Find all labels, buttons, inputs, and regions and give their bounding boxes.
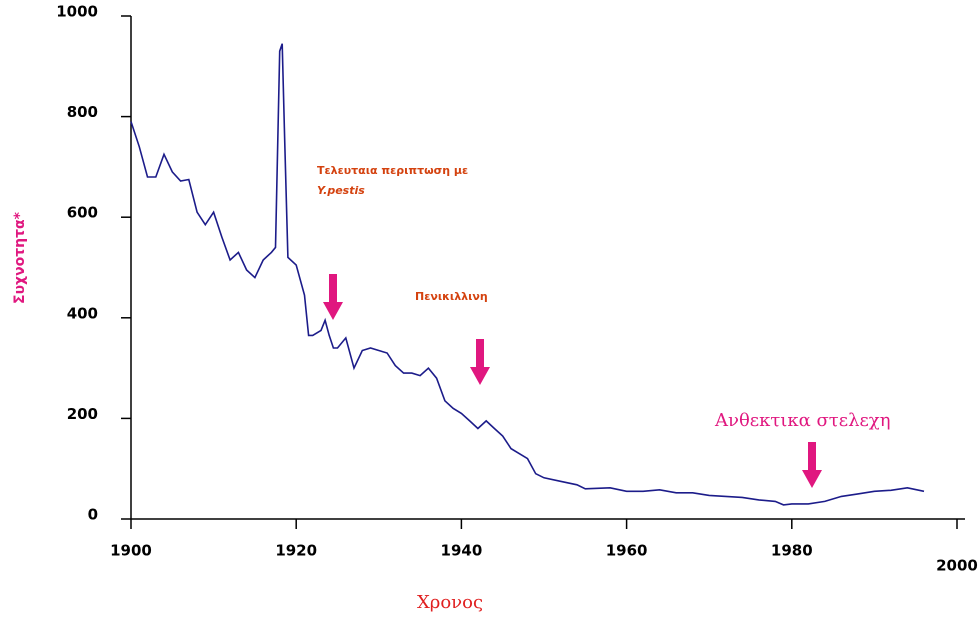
y-tick-label: 400 xyxy=(67,304,98,322)
y-tick-label: 0 xyxy=(88,506,98,524)
arrows xyxy=(323,274,822,488)
x-tick-label: 1960 xyxy=(606,542,648,560)
annotation: Τελευταια περιπτωση με xyxy=(317,164,468,177)
data-line xyxy=(130,43,925,506)
y-tick-label: 600 xyxy=(67,204,98,222)
x-axis-title: Χρονος xyxy=(417,592,483,613)
x-tick-label: 1920 xyxy=(275,542,317,560)
annotation: Y.pestis xyxy=(317,184,365,197)
x-tick-label: 1900 xyxy=(110,542,152,560)
arrow xyxy=(470,339,490,385)
y-tick-label: 800 xyxy=(67,103,98,121)
arrow xyxy=(802,442,822,488)
x-tick-label: 1980 xyxy=(771,542,813,560)
annotation: Πενικιλλινη xyxy=(415,290,488,303)
x-tick-label: 2000 xyxy=(936,557,978,575)
annotation: Ανθεκτικα στελεχη xyxy=(714,410,891,431)
y-tick-label: 1000 xyxy=(56,3,98,21)
x-tick-label: 1940 xyxy=(441,542,483,560)
y-tick-label: 200 xyxy=(67,405,98,423)
y-axis-title: Συχνοτητα* xyxy=(12,211,28,304)
arrow xyxy=(323,274,343,320)
